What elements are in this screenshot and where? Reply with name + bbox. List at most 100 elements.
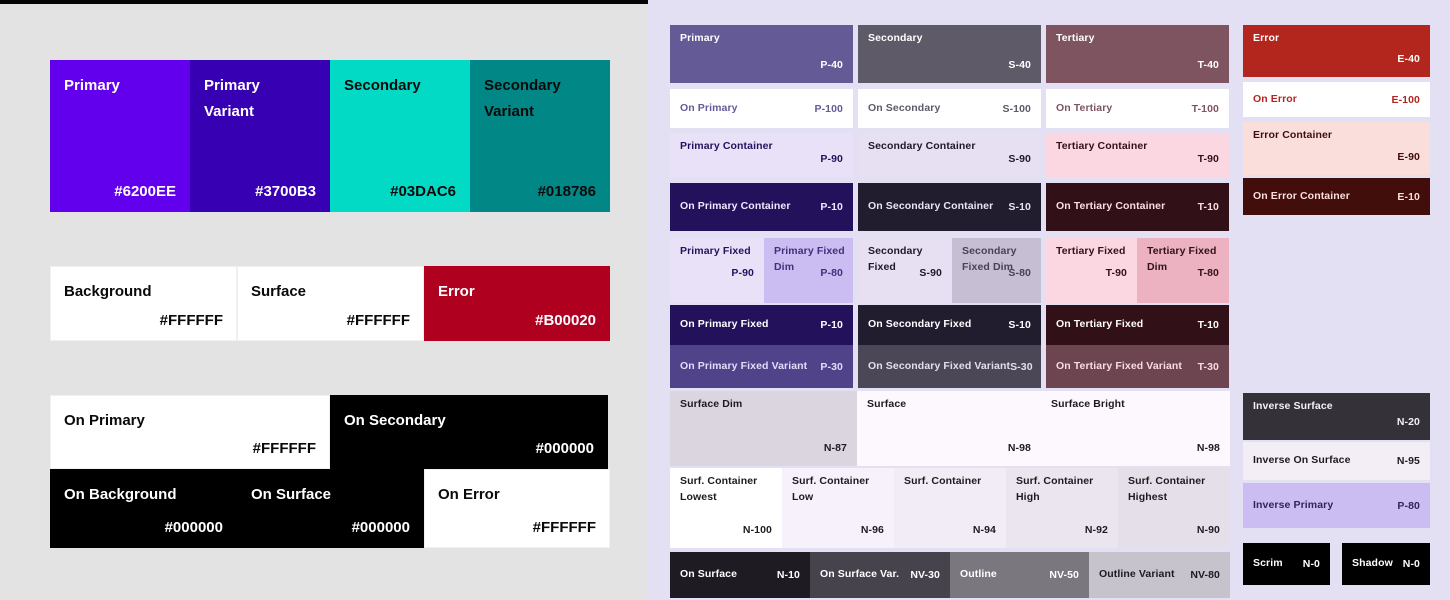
- color-role-label: Error: [1253, 32, 1280, 44]
- color-role-label: On Secondary Container: [868, 200, 994, 213]
- color-token-value: N-100: [742, 524, 772, 536]
- color-role-label: Surf. Container Highest: [1128, 475, 1206, 503]
- color-token-value: #6200EE: [114, 183, 176, 200]
- card-m3-tertiary: Tertiary T-40: [1046, 25, 1229, 83]
- color-token-value: NV-30: [910, 569, 940, 581]
- card-m3-on-tertiary-fixed: On Tertiary Fixed T-10: [1046, 305, 1229, 345]
- color-token-value: S-10: [1008, 319, 1031, 331]
- color-token-value: P-40: [820, 59, 843, 71]
- color-token-value: S-100: [1002, 102, 1031, 115]
- color-role-label: Secondary Container: [868, 140, 976, 152]
- card-m3-secondary: Secondary S-40: [858, 25, 1041, 83]
- color-role-label: Secondary: [868, 32, 923, 44]
- color-token-value: P-10: [820, 201, 843, 213]
- color-token-value: #FFFFFF: [252, 440, 316, 457]
- color-role-label: Surf. Container High: [1016, 475, 1094, 503]
- card-m2-primary: Primary #6200EE: [50, 60, 190, 212]
- color-role-label: Primary Container: [680, 140, 773, 152]
- color-role-label: Tertiary Fixed Dim: [1147, 245, 1217, 273]
- card-m2-on-surface: On Surface #000000: [237, 469, 424, 548]
- color-token-value: P-80: [1397, 499, 1420, 512]
- color-role-label: Inverse Surface: [1253, 400, 1333, 412]
- card-m2-on-primary: On Primary #FFFFFF: [50, 395, 330, 469]
- card-m3-secondary-fixed-dim: Secondary Fixed Dim S-80: [952, 238, 1041, 303]
- color-role-label: Secondary Fixed: [868, 245, 923, 273]
- color-role-label: On Primary Fixed Variant: [680, 359, 808, 372]
- color-token-value: #000000: [535, 440, 594, 457]
- color-role-label: On Surface: [680, 568, 738, 581]
- color-token-value: P-90: [820, 153, 843, 165]
- color-token-value: E-10: [1397, 190, 1420, 203]
- card-m3-on-tertiary: On Tertiary T-100: [1046, 89, 1229, 128]
- color-token-value: T-10: [1197, 319, 1219, 331]
- card-m3-tertiary-fixed-dim: Tertiary Fixed Dim T-80: [1137, 238, 1229, 303]
- color-token-value: #FFFFFF: [346, 312, 410, 329]
- card-m3-inverse-surface: Inverse Surface N-20: [1243, 393, 1430, 440]
- color-token-value: N-96: [860, 524, 884, 536]
- card-m3-on-secondary: On Secondary S-100: [858, 89, 1041, 128]
- color-role-label: On Error: [438, 486, 500, 503]
- card-m2-primary-variant: Primary Variant #3700B3: [190, 60, 330, 212]
- color-role-label: Surface: [867, 398, 907, 410]
- color-role-label: Scrim: [1253, 557, 1283, 570]
- card-m3-outline-variant: Outline Variant NV-80: [1089, 552, 1230, 598]
- color-token-value: P-100: [814, 102, 843, 115]
- card-m3-error-container: Error Container E-90: [1243, 122, 1430, 175]
- color-token-value: S-90: [919, 267, 942, 279]
- card-m3-inverse-primary: Inverse Primary P-80: [1243, 483, 1430, 528]
- color-token-value: N-90: [1196, 524, 1220, 536]
- color-token-value: #000000: [351, 519, 410, 536]
- color-role-label: On Secondary Fixed: [868, 318, 972, 331]
- color-role-label: On Primary: [64, 412, 145, 429]
- color-role-label: Tertiary Container: [1056, 140, 1148, 152]
- color-role-label: Tertiary: [1056, 32, 1095, 44]
- color-role-label: Shadow: [1352, 557, 1393, 570]
- card-m3-surface-container-high: Surf. Container High N-92: [1006, 468, 1118, 548]
- color-token-value: N-92: [1084, 524, 1108, 536]
- card-m2-secondary: Secondary #03DAC6: [330, 60, 470, 212]
- color-role-label: On Error: [1253, 92, 1297, 105]
- color-token-value: N-10: [776, 569, 800, 581]
- color-token-value: S-30: [1010, 360, 1033, 373]
- color-role-label: On Surface: [251, 486, 332, 503]
- card-m3-primary-fixed: Primary Fixed P-90: [670, 238, 764, 303]
- color-role-label: Secondary: [344, 77, 421, 94]
- card-m3-surface-container: Surf. Container N-94: [894, 468, 1006, 548]
- color-role-label: Surface Bright: [1051, 398, 1125, 410]
- card-m3-on-surface: On Surface N-10: [670, 552, 810, 598]
- card-m3-on-error-container: On Error Container E-10: [1243, 178, 1430, 215]
- card-m3-error: Error E-40: [1243, 25, 1430, 77]
- color-token-value: T-10: [1197, 201, 1219, 213]
- color-token-value: T-80: [1197, 267, 1219, 279]
- color-role-label: Error Container: [1253, 129, 1333, 141]
- card-m3-shadow: Shadow N-0: [1342, 543, 1430, 585]
- card-m3-on-secondary-fixed: On Secondary Fixed S-10: [858, 305, 1041, 345]
- color-token-value: P-10: [820, 319, 843, 331]
- color-token-value: S-40: [1008, 59, 1031, 71]
- card-m3-primary-fixed-dim: Primary Fixed Dim P-80: [764, 238, 853, 303]
- card-m3-inverse-on-surface: Inverse On Surface N-95: [1243, 442, 1430, 480]
- card-m3-scrim: Scrim N-0: [1243, 543, 1330, 585]
- card-m2-on-secondary: On Secondary #000000: [330, 395, 608, 469]
- color-token-value: P-80: [820, 267, 843, 279]
- color-role-label: On Surface Var.: [820, 568, 900, 581]
- color-token-value: #FFFFFF: [532, 519, 596, 536]
- card-m3-on-error: On Error E-100: [1243, 82, 1430, 117]
- card-m3-on-surface-variant: On Surface Var. NV-30: [810, 552, 950, 598]
- card-m2-error: Error #B00020: [424, 266, 610, 341]
- color-role-label: On Tertiary Fixed: [1056, 318, 1144, 331]
- card-m3-on-primary-fixed-variant: On Primary Fixed Variant P-30: [670, 345, 853, 388]
- color-role-label: On Secondary: [868, 101, 941, 114]
- color-role-label: On Primary Fixed: [680, 318, 769, 331]
- card-m3-on-primary: On Primary P-100: [670, 89, 853, 128]
- color-token-value: N-87: [823, 442, 847, 454]
- color-token-value: N-95: [1396, 455, 1420, 467]
- color-role-label: Outline Variant: [1099, 568, 1175, 581]
- card-m3-surface-container-low: Surf. Container Low N-96: [782, 468, 894, 548]
- color-token-value: #3700B3: [255, 183, 316, 200]
- color-role-label: On Tertiary Container: [1056, 200, 1166, 213]
- color-role-label: Background: [64, 283, 152, 300]
- card-m3-surface-container-lowest: Surf. Container Lowest N-100: [670, 468, 782, 548]
- color-token-value: N-98: [1196, 442, 1220, 454]
